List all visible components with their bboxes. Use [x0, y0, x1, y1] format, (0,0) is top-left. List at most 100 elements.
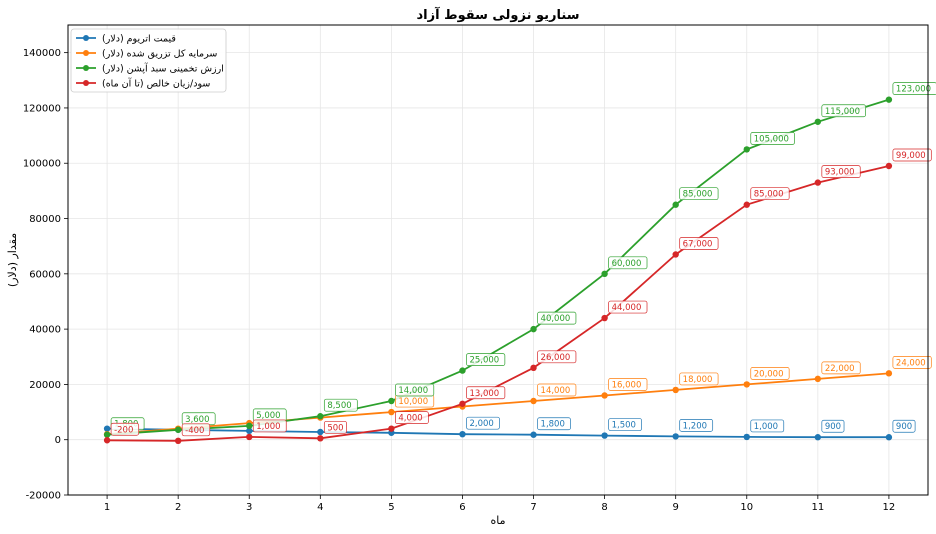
- data-label-box: [395, 383, 435, 397]
- series-line: [107, 372, 889, 436]
- y-tick-label: 0: [55, 435, 61, 446]
- data-label-box: [679, 237, 719, 250]
- data-point: [388, 397, 395, 405]
- data-label-box: [608, 418, 642, 431]
- data-label-box: [750, 419, 785, 433]
- data-point: [103, 425, 111, 432]
- data-point: [246, 433, 253, 441]
- x-tick-label: 10: [740, 502, 753, 513]
- data-label-box: [679, 187, 719, 201]
- data-label-box: [892, 148, 932, 162]
- series-layer: [103, 96, 893, 445]
- data-point: [814, 434, 822, 441]
- x-axis: 1 2 3 4 5 6 7 8 9 10 11 12: [104, 495, 895, 513]
- data-point: [246, 422, 253, 430]
- data-label: 1,200: [683, 421, 707, 431]
- data-label: 1,000: [256, 422, 280, 432]
- x-tick-label: 5: [388, 502, 394, 513]
- data-label-box: [181, 423, 211, 437]
- series-4-labels: -200 -400 1,000 500 4,000 13,000 26,000 44,000 6…: [110, 148, 932, 437]
- data-label: 123,000: [896, 85, 931, 95]
- data-label: 14,000: [398, 386, 428, 396]
- legend-label: سرمایه کل تزریق شده (دلار): [102, 49, 217, 60]
- data-point: [885, 96, 893, 103]
- data-label: 85,000: [754, 190, 784, 200]
- plot-frame: [67, 24, 929, 496]
- legend: قیمت اتریوم (دلار) سرمایه کل تزریق شده (د…: [70, 28, 227, 93]
- data-label: 18,000: [683, 375, 713, 385]
- y-axis: -20000 0 20000 40000 60000 80000 100000 120000 1…: [23, 48, 68, 502]
- data-label-box: [466, 416, 500, 430]
- data-label: 10,000: [398, 397, 428, 407]
- data-label-box: [323, 398, 358, 412]
- data-label: 85,000: [683, 190, 713, 200]
- y-tick-label: 40000: [29, 325, 61, 336]
- x-tick-label: 3: [246, 502, 252, 513]
- data-label: 99,000: [896, 151, 926, 161]
- legend-swatch-marker: [83, 35, 89, 41]
- data-point: [814, 179, 822, 186]
- x-tick-label: 9: [672, 502, 678, 513]
- x-tick-label: 7: [530, 502, 536, 513]
- data-label: 26,000: [541, 353, 571, 363]
- data-label: 40,000: [541, 314, 571, 324]
- data-point: [601, 432, 608, 439]
- data-label: 16,000: [612, 380, 642, 390]
- data-label-box: [892, 82, 936, 95]
- data-label-box: [892, 419, 916, 433]
- data-label-box: [537, 383, 577, 397]
- series-line: [107, 427, 889, 439]
- data-point: [174, 426, 182, 433]
- data-label-box: [395, 411, 429, 424]
- data-point: [814, 375, 822, 383]
- y-tick-label: 120000: [23, 103, 61, 114]
- data-label: 67,000: [683, 239, 713, 249]
- data-label: 900: [896, 422, 912, 432]
- data-label: 1,800: [541, 420, 565, 430]
- data-label: 20,000: [754, 369, 784, 379]
- x-tick-label: 6: [459, 502, 465, 513]
- legend-item: قیمت اتریوم (دلار): [76, 34, 176, 45]
- x-tick-label: 11: [811, 502, 824, 513]
- data-point: [743, 201, 750, 208]
- data-point: [672, 251, 679, 258]
- data-label: 1,000: [754, 422, 778, 432]
- data-point: [885, 434, 893, 441]
- data-label: 22,000: [825, 364, 855, 374]
- data-label: 25,000: [469, 356, 499, 366]
- y-tick-label: 20000: [29, 380, 61, 391]
- x-tick-label: 4: [317, 502, 323, 513]
- data-label: 3,600: [185, 415, 209, 425]
- y-tick-label: 100000: [23, 159, 61, 170]
- x-tick-label: 2: [175, 502, 181, 513]
- data-label-box: [323, 420, 347, 434]
- data-label-box: [537, 417, 571, 431]
- data-point: [530, 431, 537, 438]
- chart-title: سناریو نزولی سقوط آزاد: [416, 6, 579, 23]
- x-tick-label: 8: [601, 502, 607, 513]
- data-point: [317, 413, 324, 420]
- data-label: 1,500: [612, 421, 636, 431]
- data-label: 24,000: [896, 358, 926, 368]
- data-label: 13,000: [469, 389, 499, 399]
- series-1-labels: 2,000 1,800 1,500 1,200 1,000 900 900: [466, 416, 916, 433]
- data-point: [530, 397, 537, 405]
- data-label-box: [750, 367, 790, 380]
- data-labels: 2,000 1,800 1,500 1,200 1,000 900 90010,00014,…: [110, 82, 936, 437]
- data-point: [317, 435, 324, 442]
- data-label: 105,000: [754, 134, 789, 144]
- data-label: -400: [185, 426, 204, 436]
- data-point: [601, 314, 608, 322]
- legend-swatch-marker: [83, 80, 89, 86]
- data-point: [388, 425, 395, 432]
- data-point: [530, 364, 537, 372]
- data-point: [103, 431, 111, 438]
- data-label-box: [821, 165, 861, 178]
- legend-item: سود/زیان خالص (تا آن ماه): [76, 77, 210, 90]
- data-label-box: [608, 256, 648, 270]
- data-label-box: [821, 419, 845, 433]
- data-label-box: [537, 311, 577, 325]
- data-label-box: [466, 353, 506, 366]
